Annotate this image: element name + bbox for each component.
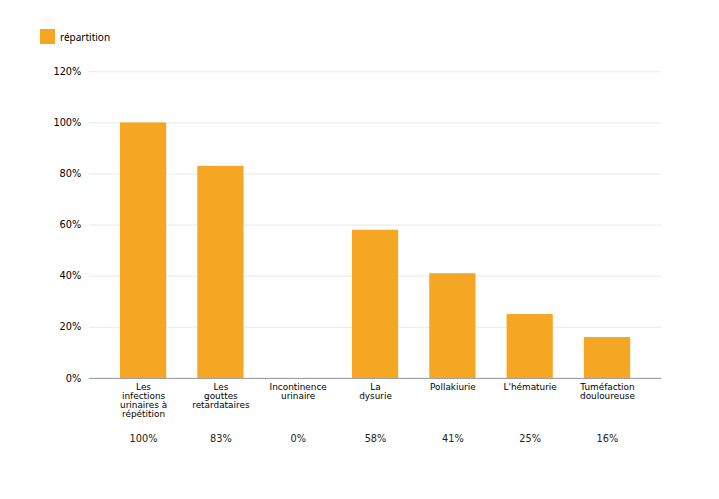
svg-text:80%: 80% [60,168,82,179]
svg-text:40%: 40% [60,270,82,281]
svg-text:0%: 0% [290,433,306,444]
svg-text:60%: 60% [60,219,82,230]
svg-text:58%: 58% [365,433,387,444]
svg-text:120%: 120% [53,66,81,77]
svg-text:83%: 83% [210,433,232,444]
svg-text:Pollakiurie: Pollakiurie [430,382,476,392]
svg-text:Lesgouttesretardataires: Lesgouttesretardataires [192,382,250,410]
html-text:répartition: répartition [60,29,111,44]
svg-text:Tuméfactiondouloureuse: Tuméfactiondouloureuse [579,382,635,401]
svg-text:L'hématurie: L'hématurie [504,382,557,392]
svg-text:41%: 41% [442,433,464,444]
svg-text:16%: 16% [597,433,619,444]
svg-text:25%: 25% [519,433,541,444]
svg-text:20%: 20% [60,321,82,332]
svg-text:100%: 100% [130,433,158,444]
svg-text:0%: 0% [66,373,82,384]
svg-text:100%: 100% [53,117,81,128]
svg-text:Ladysurie: Ladysurie [359,382,392,401]
svg-text:Lesinfectionsurinaires àrépéti: Lesinfectionsurinaires àrépétition [120,382,167,419]
svg-text:Incontinenceurinaire: Incontinenceurinaire [270,382,327,401]
